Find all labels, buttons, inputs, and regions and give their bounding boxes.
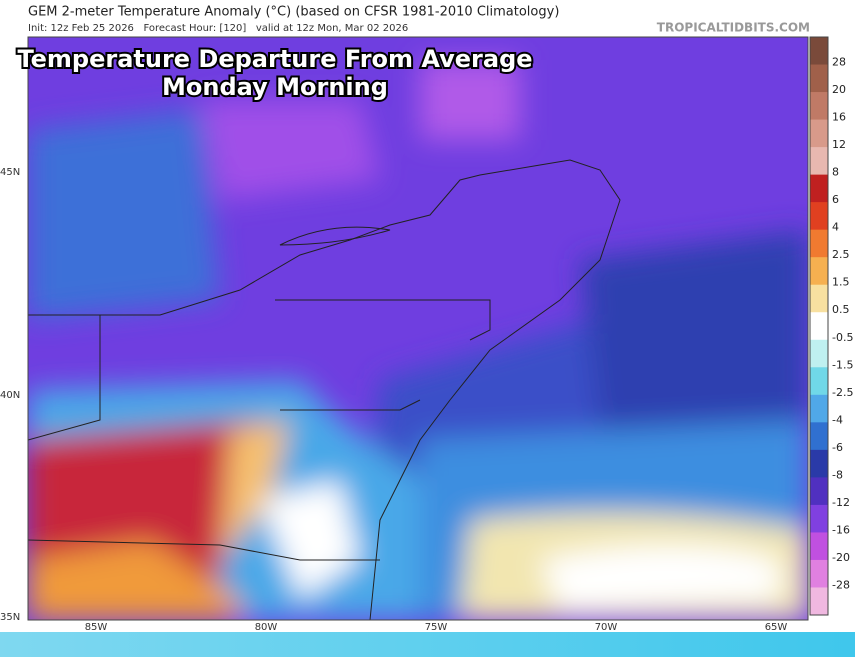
colorbar-swatch (810, 64, 828, 93)
colorbar-swatch (810, 174, 828, 203)
colorbar-swatch (810, 339, 828, 368)
colorbar-swatch (810, 147, 828, 176)
lat-label: 35N (0, 612, 20, 623)
colorbar-swatch (810, 587, 828, 616)
colorbar-label: 4 (832, 221, 839, 234)
colorbar-label: 8 (832, 166, 839, 179)
colorbar-label: -20 (832, 551, 850, 564)
colorbar-swatch (810, 119, 828, 148)
colorbar-swatch (810, 284, 828, 313)
lon-label: 85W (85, 622, 108, 633)
colorbar-label: 6 (832, 193, 839, 206)
lat-label: 40N (0, 390, 20, 401)
map-title: GEM 2-meter Temperature Anomaly (°C) (ba… (28, 5, 559, 20)
map-frame (27, 36, 809, 621)
map (28, 37, 808, 620)
footer-bar (0, 632, 855, 657)
colorbar-frame (809, 36, 829, 616)
colorbar-swatch (810, 229, 828, 258)
overlay-title: Temperature Departure From Average (17, 45, 532, 73)
colorbar-swatch (810, 532, 828, 561)
colorbar-swatch (810, 422, 828, 451)
colorbar-label: 20 (832, 83, 846, 96)
lat-label: 45N (0, 167, 20, 178)
colorbar-label: -12 (832, 496, 850, 509)
overlay-subtitle: Monday Morning (162, 73, 388, 101)
colorbar-swatch (810, 559, 828, 588)
colorbar-swatch (810, 449, 828, 478)
colorbar-swatch (810, 477, 828, 506)
lon-label: 75W (425, 622, 448, 633)
colorbar-label: -28 (832, 578, 850, 591)
colorbar-label: -16 (832, 523, 850, 536)
colorbar-label: -2.5 (832, 386, 853, 399)
colorbar-swatch (810, 394, 828, 423)
colorbar-label: 1.5 (832, 276, 850, 289)
lon-label: 70W (595, 622, 618, 633)
colorbar-label: 0.5 (832, 303, 850, 316)
colorbar-label: -8 (832, 468, 843, 481)
colorbar-swatch (810, 367, 828, 396)
colorbar-label: 2.5 (832, 248, 850, 261)
lon-label: 65W (765, 622, 788, 633)
colorbar-label: 28 (832, 56, 846, 69)
colorbar-swatch (810, 504, 828, 533)
colorbar-swatch (810, 312, 828, 341)
lon-label: 80W (255, 622, 278, 633)
colorbar-label: 16 (832, 111, 846, 124)
colorbar-swatch (810, 37, 828, 66)
site-credit: TROPICALTIDBITS.COM (657, 21, 810, 35)
colorbar-label: -0.5 (832, 331, 853, 344)
colorbar-label: 12 (832, 138, 846, 151)
colorbar-label: -1.5 (832, 358, 853, 371)
colorbar-label: -4 (832, 413, 843, 426)
init-line: Init: 12z Feb 25 2026 Forecast Hour: [12… (28, 23, 408, 34)
colorbar-swatch (810, 202, 828, 231)
colorbar-label: -6 (832, 441, 843, 454)
colorbar-swatch (810, 92, 828, 121)
colorbar-swatch (810, 257, 828, 286)
